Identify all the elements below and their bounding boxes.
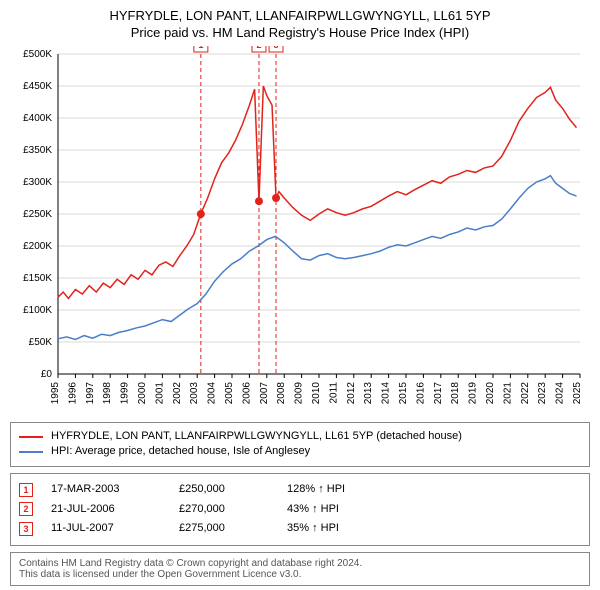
svg-text:1997: 1997 (85, 382, 96, 405)
svg-text:2002: 2002 (172, 382, 183, 405)
legend-item: HYFRYDLE, LON PANT, LLANFAIRPWLLGWYNGYLL… (19, 429, 581, 444)
attribution-line: This data is licensed under the Open Gov… (19, 569, 581, 580)
svg-text:2016: 2016 (415, 382, 426, 405)
svg-text:£350K: £350K (23, 145, 52, 156)
svg-text:2005: 2005 (224, 382, 235, 405)
svg-text:2020: 2020 (485, 382, 496, 405)
svg-text:£250K: £250K (23, 209, 52, 220)
svg-text:3: 3 (274, 46, 279, 50)
svg-text:£100K: £100K (23, 305, 52, 316)
svg-text:£0: £0 (41, 369, 53, 380)
transaction-diff: 35% ↑ HPI (287, 519, 339, 539)
transaction-price: £250,000 (179, 480, 269, 500)
svg-text:2023: 2023 (537, 382, 548, 405)
legend-label: HPI: Average price, detached house, Isle… (51, 444, 310, 459)
svg-text:£400K: £400K (23, 113, 52, 124)
transactions-table: 1 17-MAR-2003 £250,000 128% ↑ HPI 2 21-JUL-20… (10, 473, 590, 546)
svg-text:2003: 2003 (189, 382, 200, 405)
svg-text:£50K: £50K (29, 337, 53, 348)
svg-text:2001: 2001 (154, 382, 165, 405)
svg-text:£450K: £450K (23, 81, 52, 92)
price-chart: £0 £50K £100K £150K £200K £250K £300K £350K £400… (10, 46, 590, 416)
svg-text:2006: 2006 (241, 382, 252, 405)
transaction-marker: 2 (19, 502, 33, 516)
legend-item: HPI: Average price, detached house, Isle… (19, 444, 581, 459)
svg-text:2021: 2021 (502, 382, 513, 405)
svg-text:2012: 2012 (346, 382, 357, 405)
svg-text:2000: 2000 (137, 382, 148, 405)
transaction-date: 17-MAR-2003 (51, 480, 161, 500)
attribution-line: Contains HM Land Registry data © Crown c… (19, 558, 581, 569)
svg-text:1999: 1999 (120, 382, 131, 405)
svg-text:£150K: £150K (23, 273, 52, 284)
svg-text:2019: 2019 (468, 382, 479, 405)
transaction-marker: 1 (19, 483, 33, 497)
transaction-row: 1 17-MAR-2003 £250,000 128% ↑ HPI (19, 480, 581, 500)
svg-text:2025: 2025 (572, 382, 583, 405)
svg-text:1998: 1998 (102, 382, 113, 405)
svg-text:2018: 2018 (450, 382, 461, 405)
page-title: HYFRYDLE, LON PANT, LLANFAIRPWLLGWYNGYLL… (10, 8, 590, 23)
svg-text:2013: 2013 (363, 382, 374, 405)
legend-swatch-property (19, 436, 43, 438)
svg-text:2004: 2004 (207, 382, 218, 405)
svg-text:2009: 2009 (294, 382, 305, 405)
svg-text:1: 1 (198, 46, 203, 50)
svg-text:2008: 2008 (276, 382, 287, 405)
svg-text:2014: 2014 (381, 382, 392, 405)
legend-swatch-hpi (19, 451, 43, 453)
svg-text:£500K: £500K (23, 49, 52, 60)
svg-text:2015: 2015 (398, 382, 409, 405)
svg-text:2007: 2007 (259, 382, 270, 405)
transaction-date: 11-JUL-2007 (51, 519, 161, 539)
svg-text:1995: 1995 (50, 382, 61, 405)
svg-text:2022: 2022 (520, 382, 531, 405)
legend-label: HYFRYDLE, LON PANT, LLANFAIRPWLLGWYNGYLL… (51, 429, 462, 444)
transaction-price: £275,000 (179, 519, 269, 539)
transaction-row: 2 21-JUL-2006 £270,000 43% ↑ HPI (19, 500, 581, 520)
svg-text:2010: 2010 (311, 382, 322, 405)
svg-text:2011: 2011 (328, 382, 339, 404)
svg-text:£300K: £300K (23, 177, 52, 188)
transaction-diff: 128% ↑ HPI (287, 480, 345, 500)
attribution: Contains HM Land Registry data © Crown c… (10, 552, 590, 586)
transaction-row: 3 11-JUL-2007 £275,000 35% ↑ HPI (19, 519, 581, 539)
svg-text:2: 2 (256, 46, 261, 50)
page-subtitle: Price paid vs. HM Land Registry's House … (10, 25, 590, 40)
transaction-diff: 43% ↑ HPI (287, 500, 339, 520)
transaction-price: £270,000 (179, 500, 269, 520)
transaction-date: 21-JUL-2006 (51, 500, 161, 520)
legend: HYFRYDLE, LON PANT, LLANFAIRPWLLGWYNGYLL… (10, 422, 590, 467)
svg-text:1996: 1996 (67, 382, 78, 405)
svg-text:£200K: £200K (23, 241, 52, 252)
svg-text:2024: 2024 (555, 382, 566, 405)
transaction-marker: 3 (19, 522, 33, 536)
svg-text:2017: 2017 (433, 382, 444, 405)
